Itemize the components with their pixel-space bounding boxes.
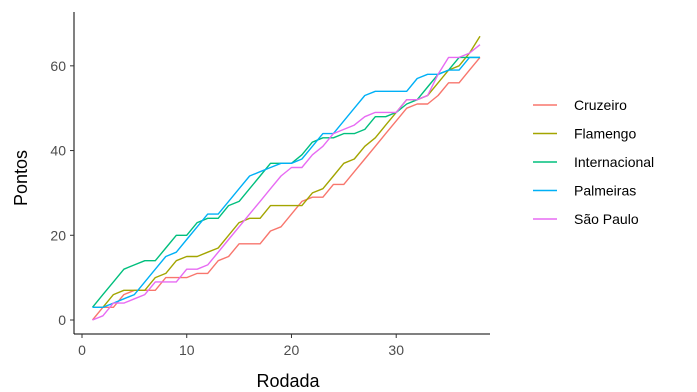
legend-label: Flamengo [574, 126, 636, 142]
y-axis-title: Pontos [11, 150, 31, 206]
series-lines [91, 35, 481, 321]
legend-label: Cruzeiro [574, 97, 627, 113]
legend-label: Internacional [574, 154, 654, 170]
legend-item: Palmeiras [533, 183, 636, 199]
plot-area: 0 20 40 60 0 10 20 30 [50, 12, 490, 358]
y-tick-label: 0 [58, 312, 66, 328]
y-tick-label: 60 [50, 58, 66, 74]
x-tick-label: 10 [179, 342, 195, 358]
y-tick-label: 20 [50, 227, 66, 243]
x-axis-title: Rodada [256, 371, 320, 391]
series-line-s-o-paulo [92, 44, 481, 321]
series-line-internacional [91, 56, 480, 308]
y-axis-ticks: 0 20 40 60 [50, 58, 74, 328]
legend-item: Flamengo [533, 126, 636, 142]
x-tick-label: 20 [284, 342, 300, 358]
legend-label: São Paulo [574, 211, 639, 227]
legend-label: Palmeiras [574, 183, 636, 199]
x-axis-ticks: 0 10 20 30 [78, 334, 404, 358]
series-line-palmeiras [92, 56, 480, 308]
legend-item: Internacional [533, 154, 654, 170]
y-tick-label: 40 [50, 143, 66, 159]
legend-item: Cruzeiro [533, 97, 627, 113]
series-line-cruzeiro [91, 56, 481, 321]
x-tick-label: 30 [388, 342, 404, 358]
legend-item: São Paulo [533, 211, 639, 227]
x-tick-label: 0 [78, 342, 86, 358]
legend: Cruzeiro Flamengo Internacional Palmeiras Sã… [533, 97, 654, 227]
